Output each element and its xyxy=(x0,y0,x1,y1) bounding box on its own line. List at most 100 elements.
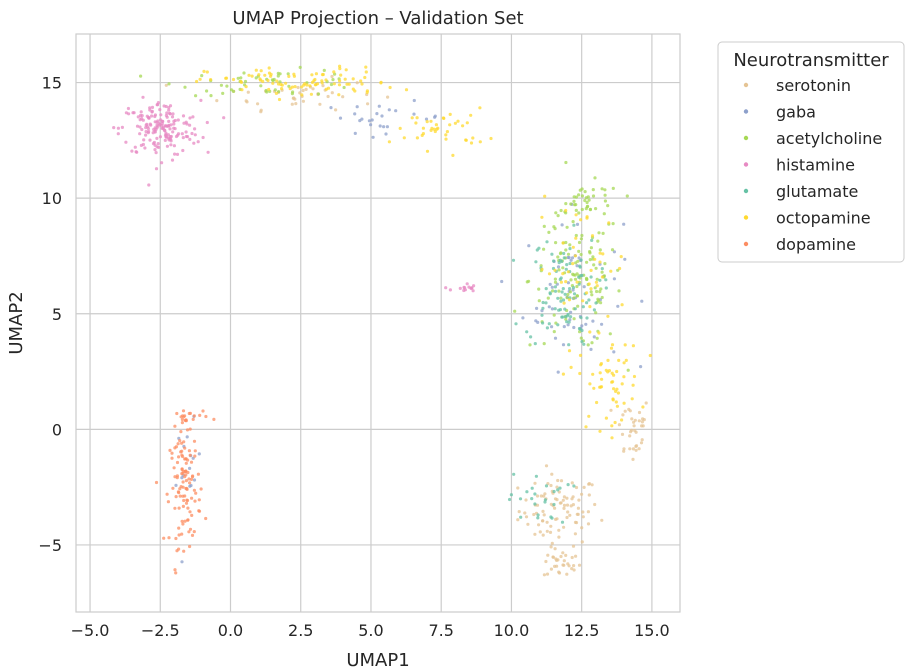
point-octopamine xyxy=(344,68,348,72)
point-histamine xyxy=(462,288,466,293)
point-acetylcholine xyxy=(603,188,607,192)
point-acetylcholine xyxy=(586,343,590,347)
point-acetylcholine xyxy=(553,277,558,281)
point-serotonin xyxy=(301,88,305,93)
point-serotonin xyxy=(570,555,574,560)
point-acetylcholine xyxy=(569,202,573,206)
point-octopamine xyxy=(250,74,254,78)
point-gaba xyxy=(561,343,566,347)
point-acetylcholine xyxy=(525,280,529,284)
point-gaba xyxy=(592,335,596,339)
point-histamine xyxy=(181,136,185,140)
point-acetylcholine xyxy=(547,230,551,234)
point-dopamine xyxy=(177,506,181,510)
point-glutamate xyxy=(556,488,560,492)
point-dopamine xyxy=(172,466,176,470)
point-octopamine xyxy=(598,429,602,433)
point-octopamine xyxy=(598,260,602,264)
point-acetylcholine xyxy=(559,251,563,255)
point-acetylcholine xyxy=(561,266,565,270)
legend-label-acetylcholine: acetylcholine xyxy=(776,129,882,148)
point-serotonin xyxy=(634,448,638,452)
point-acetylcholine xyxy=(585,260,589,264)
point-octopamine xyxy=(360,82,364,86)
point-octopamine xyxy=(421,132,425,136)
point-gaba xyxy=(382,125,386,129)
point-octopamine xyxy=(198,77,202,81)
point-glutamate xyxy=(579,258,583,262)
point-serotonin xyxy=(558,501,563,505)
point-serotonin xyxy=(298,91,302,95)
point-dopamine xyxy=(187,530,191,534)
point-serotonin xyxy=(294,102,298,106)
point-acetylcholine xyxy=(537,299,541,303)
point-histamine xyxy=(153,130,157,134)
point-dopamine xyxy=(193,449,197,453)
point-octopamine xyxy=(259,69,263,73)
point-glutamate xyxy=(553,289,558,293)
point-dopamine xyxy=(182,440,186,444)
point-histamine xyxy=(448,288,452,292)
point-serotonin xyxy=(622,447,626,451)
point-histamine xyxy=(155,136,159,140)
point-acetylcholine xyxy=(572,317,576,321)
point-gaba xyxy=(535,306,539,310)
point-glutamate xyxy=(568,247,572,251)
point-serotonin xyxy=(557,535,561,539)
point-acetylcholine xyxy=(584,207,588,211)
plot-background xyxy=(75,33,681,613)
point-acetylcholine xyxy=(610,248,615,252)
point-octopamine xyxy=(471,136,475,140)
point-dopamine xyxy=(184,419,188,423)
point-acetylcholine xyxy=(229,88,234,92)
point-octopamine xyxy=(425,149,430,153)
point-gaba xyxy=(640,299,644,303)
point-octopamine xyxy=(308,84,312,88)
point-octopamine xyxy=(274,91,278,95)
point-dopamine xyxy=(186,458,190,462)
y-tick-label: 0 xyxy=(52,420,62,439)
x-tick-label: 2.5 xyxy=(288,621,313,640)
point-histamine xyxy=(130,149,134,153)
point-dopamine xyxy=(167,536,171,540)
point-histamine xyxy=(150,114,154,118)
point-octopamine xyxy=(364,65,368,69)
point-serotonin xyxy=(571,544,576,548)
point-gaba xyxy=(591,319,595,323)
point-serotonin xyxy=(580,540,584,544)
point-glutamate xyxy=(580,273,584,278)
point-histamine xyxy=(188,137,192,141)
point-gaba xyxy=(412,98,416,103)
point-serotonin xyxy=(542,494,546,498)
point-dopamine xyxy=(194,491,198,495)
point-histamine xyxy=(124,140,128,144)
point-acetylcholine xyxy=(542,342,546,346)
point-acetylcholine xyxy=(586,195,590,199)
point-serotonin xyxy=(557,571,562,575)
point-glutamate xyxy=(562,251,566,256)
point-gaba xyxy=(575,264,579,268)
point-serotonin xyxy=(617,423,622,427)
point-histamine xyxy=(163,128,167,132)
point-glutamate xyxy=(519,515,523,519)
point-serotonin xyxy=(326,94,330,99)
point-octopamine xyxy=(363,75,367,80)
point-glutamate xyxy=(553,285,558,289)
point-histamine xyxy=(188,116,192,120)
x-tick-label: −2.5 xyxy=(141,621,180,640)
point-octopamine xyxy=(309,92,313,96)
point-histamine xyxy=(138,132,142,136)
point-acetylcholine xyxy=(611,222,615,226)
point-glutamate xyxy=(552,502,556,507)
point-octopamine xyxy=(280,83,284,87)
point-serotonin xyxy=(541,509,545,513)
point-acetylcholine xyxy=(577,211,581,215)
point-octopamine xyxy=(445,130,449,134)
point-dopamine xyxy=(181,409,186,413)
point-serotonin xyxy=(523,511,527,515)
point-octopamine xyxy=(620,382,624,386)
point-acetylcholine xyxy=(574,195,579,199)
point-octopamine xyxy=(337,93,341,97)
point-glutamate xyxy=(514,322,518,326)
point-gaba xyxy=(556,370,560,374)
